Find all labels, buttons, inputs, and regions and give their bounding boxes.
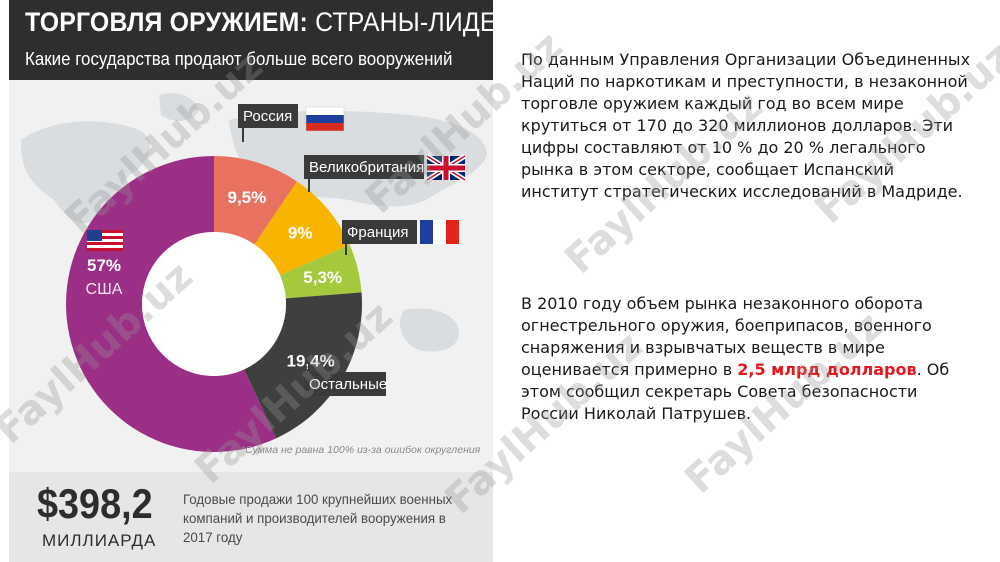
title-bold: ТОРГОВЛЯ ОРУЖИЕМ: — [25, 7, 309, 37]
title-bar: ТОРГОВЛЯ ОРУЖИЕМ: СТРАНЫ-ЛИДЕРЫ Какие го… — [9, 0, 493, 80]
paragraph-2: В 2010 году объем рынка незаконного обор… — [521, 293, 971, 425]
slice-1 — [214, 156, 298, 245]
paragraph-2-end: . Об этом сообщил секретарь Совета безоп… — [521, 360, 950, 423]
highlighted-amount: 2,5 млрд долларов — [737, 360, 917, 379]
paragraph-2-start: В 2010 году объем рынка незаконного обор… — [521, 294, 932, 379]
donut-hole — [142, 232, 286, 376]
flag-usa-icon — [87, 230, 123, 251]
value-label-3: 5,3% — [303, 268, 342, 287]
total-sales-description: Годовые продажи 100 крупнейших военных к… — [183, 491, 453, 545]
donut-chart: 9,5% 9% 5,3% 19,4% 57% США Россия Великобритани… — [66, 104, 467, 452]
slice-4 — [244, 292, 362, 439]
category-label-0: США — [86, 281, 123, 298]
slice-3 — [280, 244, 362, 299]
flag-uk-icon — [425, 153, 467, 183]
category-france-tag — [342, 220, 417, 244]
flag-russia-icon — [305, 106, 345, 132]
category-others-label: Остальные — [309, 376, 387, 393]
category-france-label: Франция — [347, 224, 408, 241]
total-sales-unit: МИЛЛИАРДА — [42, 531, 157, 550]
category-russia-tag — [238, 104, 298, 128]
bottom-panel — [9, 472, 493, 562]
title-rest: СТРАНЫ-ЛИДЕРЫ — [315, 7, 493, 37]
slice-2 — [254, 181, 350, 276]
value-label-1: 9,5% — [227, 188, 266, 207]
value-label-4: 19,4% — [287, 352, 335, 371]
value-label-0: 57% — [87, 256, 121, 275]
paragraph-1: По данным Управления Организации Объедин… — [521, 50, 971, 201]
category-russia-label: Россия — [243, 108, 292, 125]
infographic-title: ТОРГОВЛЯ ОРУЖИЕМ: СТРАНЫ-ЛИДЕРЫ — [25, 7, 493, 38]
category-uk-label: Великобритания — [309, 159, 424, 176]
chart-footnote: *Сумма не равна 100% из-за ошибок округл… — [241, 444, 481, 456]
total-sales-value: $398,2 — [37, 480, 153, 527]
infographic: ТОРГОВЛЯ ОРУЖИЕМ: СТРАНЫ-ЛИДЕРЫ Какие го… — [9, 0, 493, 562]
category-others-tag — [304, 372, 386, 396]
value-label-2: 9% — [288, 223, 313, 242]
infographic-subtitle: Какие государства продают больше всего в… — [25, 49, 453, 69]
flag-france-icon — [420, 220, 459, 244]
category-uk-tag — [304, 155, 424, 179]
